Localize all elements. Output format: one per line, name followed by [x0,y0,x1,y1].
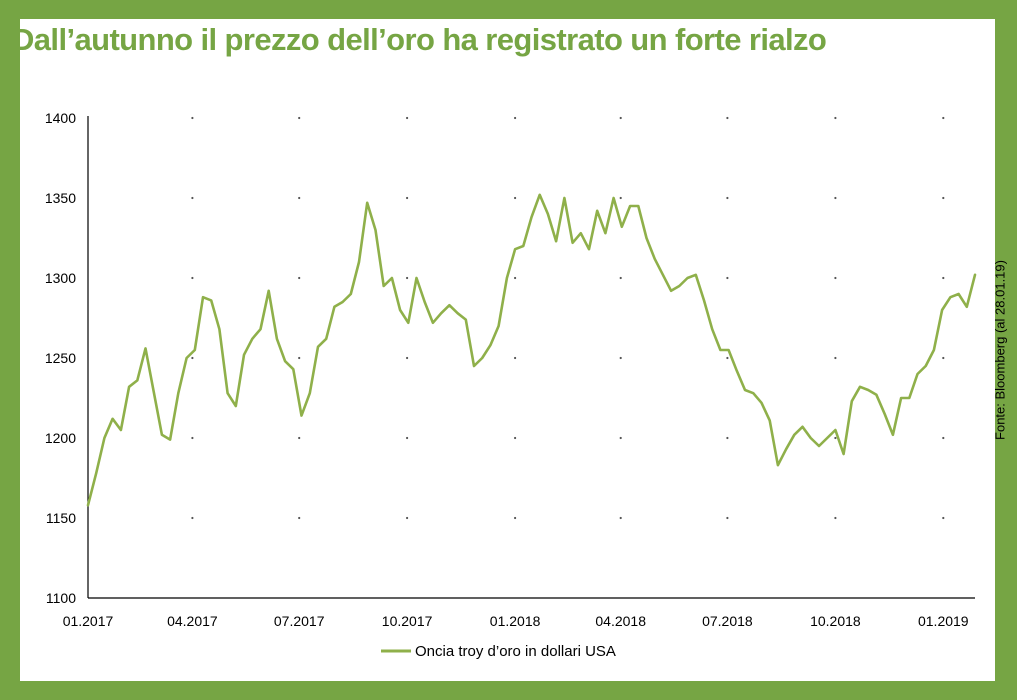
grid-dot [514,356,517,360]
y-tick-label: 1350 [45,190,76,206]
grid-dot [834,276,837,280]
y-tick-label: 1100 [46,590,76,606]
grid-dot [834,436,837,440]
grid-dot [514,116,517,120]
grid-dot [406,276,409,280]
x-tick-label: 10.2018 [810,613,861,629]
grid-dot [298,516,301,520]
grid-dot [619,116,622,120]
grid-dot [726,356,729,360]
x-tick-label: 07.2017 [274,613,325,629]
x-axis-ticks: 01.2017 04.2017 07.2017 10.2017 01.2018 04.20… [63,613,969,629]
x-tick-label: 01.2018 [490,613,541,629]
grid [191,116,945,520]
y-tick-label: 1150 [46,510,76,526]
grid-dot [619,516,622,520]
source-text: Fonte: Bloomberg (al 28.01.19) [992,260,1008,440]
grid-dot [298,356,301,360]
grid-dot [619,436,622,440]
grid-dot [942,516,945,520]
grid-dot [942,276,945,280]
grid-dot [191,516,194,520]
grid-dot [514,196,517,200]
x-tick-label: 04.2018 [595,613,646,629]
grid-dot [619,276,622,280]
chart-title: Dall’autunno il prezzo dell’oro ha regis… [12,22,827,57]
grid-dot [514,276,517,280]
y-tick-label: 1300 [45,270,76,286]
grid-dot [726,436,729,440]
grid-dot [942,196,945,200]
grid-dot [619,356,622,360]
grid-dot [834,196,837,200]
grid-dot [191,116,194,120]
grid-dot [298,276,301,280]
grid-dot [406,116,409,120]
x-tick-label: 07.2018 [702,613,753,629]
x-tick-label: 01.2019 [918,613,969,629]
grid-dot [619,196,622,200]
grid-dot [942,356,945,360]
grid-dot [942,436,945,440]
series-layer [86,193,977,507]
grid-dot [726,516,729,520]
grid-dot [406,436,409,440]
series-line-gold [86,193,977,507]
grid-dot [942,116,945,120]
y-tick-label: 1400 [45,110,76,126]
grid-dot [298,196,301,200]
grid-dot [191,196,194,200]
axes [87,116,975,599]
y-tick-label: 1250 [45,350,76,366]
x-tick-label: 01.2017 [63,613,114,629]
grid-dot [298,436,301,440]
grid-dot [514,516,517,520]
grid-dot [191,356,194,360]
y-tick-label: 1200 [45,430,76,446]
grid-dot [514,436,517,440]
grid-dot [726,196,729,200]
grid-dot [298,116,301,120]
x-tick-label: 04.2017 [167,613,218,629]
legend-label: Oncia troy d’oro in dollari USA [415,643,616,660]
grid-dot [406,196,409,200]
grid-dot [834,516,837,520]
grid-dot [406,516,409,520]
y-axis-ticks: 1100 1150 1200 1250 1300 1350 1400 [45,110,76,606]
x-tick-label: 10.2017 [382,613,433,629]
grid-dot [191,436,194,440]
grid-dot [834,116,837,120]
grid-dot [726,116,729,120]
grid-dot [406,356,409,360]
grid-dot [834,356,837,360]
grid-dot [726,276,729,280]
grid-dot [191,276,194,280]
chart-panel [20,19,995,681]
legend: Oncia troy d’oro in dollari USA [381,643,616,660]
